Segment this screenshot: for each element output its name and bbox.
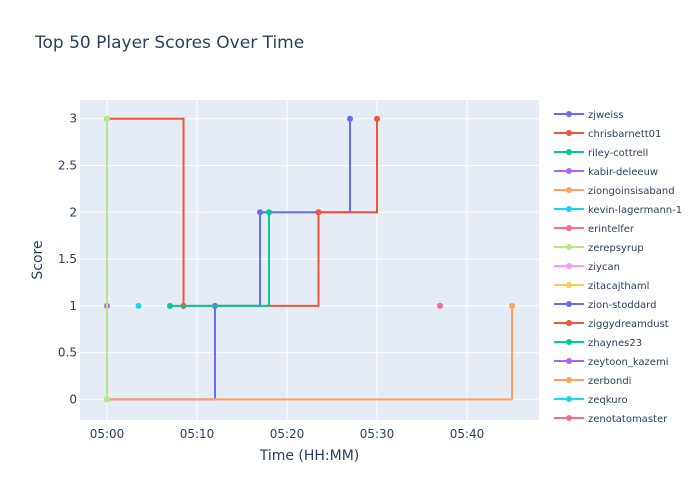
data-point[interactable] — [167, 302, 173, 309]
data-point[interactable] — [135, 302, 142, 309]
legend-marker-swatch — [566, 358, 572, 364]
legend-marker-swatch — [566, 187, 572, 193]
legend-label: zion-stoddard — [588, 300, 656, 311]
legend-item[interactable]: kabir-deleeuw — [554, 167, 658, 178]
legend-label: zerbondi — [588, 376, 631, 387]
legend-marker-swatch — [566, 206, 572, 212]
legend-item[interactable]: zitacajthaml — [554, 281, 649, 292]
legend-label: zerepsyrup — [588, 243, 644, 254]
y-tick-label: 0 — [69, 392, 77, 406]
legend-item[interactable]: chrisbarnett01 — [554, 129, 661, 140]
data-point[interactable] — [437, 302, 443, 309]
legend-marker-swatch — [566, 168, 572, 174]
series-line — [170, 212, 270, 307]
legend-label: zeytoon_kazemi — [588, 357, 668, 368]
legend-item[interactable]: zenotatomaster — [554, 414, 668, 425]
legend-item[interactable]: erintelfer — [554, 224, 635, 235]
legend-box — [548, 100, 700, 420]
legend-item[interactable]: zjweiss — [554, 110, 624, 121]
legend-item[interactable]: zeytoon_kazemi — [554, 357, 668, 368]
legend-marker-swatch — [566, 149, 572, 155]
x-tick-label: 05:20 — [270, 427, 305, 441]
y-tick-label: 2.5 — [58, 158, 77, 172]
legend-item[interactable]: ziycan — [554, 262, 620, 273]
legend-item[interactable]: zerbondi — [554, 376, 631, 387]
data-point[interactable] — [104, 396, 110, 403]
x-tick-label: 05:30 — [360, 427, 395, 441]
legend-label: zhaynes23 — [588, 338, 642, 349]
data-point[interactable] — [374, 115, 380, 122]
legend-label: chrisbarnett01 — [588, 129, 661, 140]
plot-background — [80, 100, 539, 420]
legend-label: kabir-deleeuw — [588, 167, 658, 178]
legend-items: zjweiss chrisbarnett01 riley-cottrell kabir… — [554, 110, 682, 425]
legend-marker-swatch — [566, 225, 572, 231]
series-line — [107, 305, 513, 401]
legend-item[interactable]: ziggydreamdust — [554, 319, 669, 330]
legend-marker-swatch — [566, 415, 572, 421]
chart-title: Top 50 Player Scores Over Time — [35, 33, 305, 53]
x-axis-label: Time (HH:MM) — [259, 448, 360, 464]
legend-marker-swatch — [566, 130, 572, 136]
legend-label: ziggydreamdust — [588, 319, 669, 330]
legend-item[interactable]: zhaynes23 — [554, 338, 642, 349]
legend-item[interactable]: zeqkuro — [554, 395, 628, 406]
x-tick-label: 05:40 — [450, 427, 485, 441]
legend-label: ziongoinsisaband — [588, 186, 675, 197]
legend-marker-swatch — [566, 111, 572, 117]
legend-label: zjweiss — [588, 110, 624, 121]
legend-marker-swatch — [566, 263, 572, 269]
legend-label: ziycan — [588, 262, 620, 273]
data-point[interactable] — [347, 115, 353, 122]
legend-label: zenotatomaster — [588, 414, 668, 425]
legend-label: zitacajthaml — [588, 281, 649, 292]
data-point[interactable] — [509, 302, 515, 309]
series-zerepsyrup — [104, 115, 110, 403]
legend-label: kevin-lagermann-1 — [588, 205, 682, 216]
series-kevin-lagermann-1 — [135, 302, 142, 309]
series-erintelfer — [437, 302, 443, 309]
x-tick-label: 05:00 — [90, 427, 125, 441]
y-tick-label: 2 — [69, 205, 77, 219]
y-tick-labels: 0 0.5 1 1.5 2 2.5 3 — [58, 112, 77, 407]
legend-item[interactable]: zion-stoddard — [554, 300, 656, 311]
legend-marker-swatch — [566, 377, 572, 383]
legend-item[interactable]: kevin-lagermann-1 — [554, 205, 682, 216]
x-tick-labels: 05:00 05:10 05:20 05:30 05:40 — [90, 427, 485, 441]
legend-label: erintelfer — [588, 224, 635, 235]
data-point[interactable] — [266, 209, 272, 216]
legend-marker-swatch — [566, 282, 572, 288]
legend[interactable]: zjweiss chrisbarnett01 riley-cottrell kabir… — [548, 100, 700, 425]
y-tick-label: 1.5 — [58, 252, 77, 266]
legend-label: riley-cottrell — [588, 148, 648, 159]
x-tick-label: 05:10 — [180, 427, 215, 441]
data-point[interactable] — [104, 115, 110, 122]
legend-marker-swatch — [566, 339, 572, 345]
legend-marker-swatch — [566, 396, 572, 402]
legend-item[interactable]: ziongoinsisaband — [554, 186, 675, 197]
series-line — [107, 117, 378, 307]
series-riley-cottrell — [167, 209, 272, 309]
legend-marker-swatch — [566, 320, 572, 326]
legend-item[interactable]: zerepsyrup — [554, 243, 644, 254]
data-point[interactable] — [257, 209, 263, 216]
legend-marker-swatch — [566, 244, 572, 250]
y-tick-label: 0.5 — [58, 346, 77, 360]
y-tick-label: 3 — [69, 112, 77, 126]
legend-item[interactable]: riley-cottrell — [554, 148, 648, 159]
legend-marker-swatch — [566, 301, 572, 307]
legend-label: zeqkuro — [588, 395, 628, 406]
y-tick-label: 1 — [69, 299, 77, 313]
data-point[interactable] — [315, 209, 322, 216]
y-axis-label: Score — [30, 240, 46, 279]
series-layer — [104, 115, 515, 403]
